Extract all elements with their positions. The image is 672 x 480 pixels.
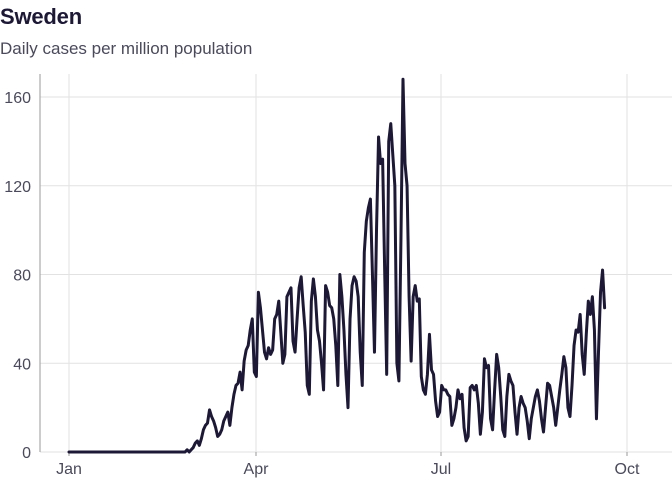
chart-subtitle: Daily cases per million population (0, 39, 253, 58)
x-tick-label: Jan (56, 461, 82, 478)
x-tick-label: Apr (244, 461, 270, 478)
y-tick-label: 80 (13, 268, 31, 285)
chart-title: Sweden (0, 4, 82, 29)
x-tick-label: Jul (431, 461, 451, 478)
y-tick-label: 120 (4, 179, 31, 196)
y-tick-label: 160 (4, 90, 31, 107)
y-axis-ticks: 0 40 80 120 160 (4, 90, 31, 462)
x-tick-label: Oct (615, 461, 640, 478)
series-line-0 (67, 77, 607, 454)
y-tick-label: 0 (22, 445, 31, 462)
grid-lines (39, 74, 672, 453)
series-layer (67, 77, 607, 454)
x-axis-ticks: Jan Apr Jul Oct (56, 452, 640, 478)
y-tick-label: 40 (13, 356, 31, 373)
